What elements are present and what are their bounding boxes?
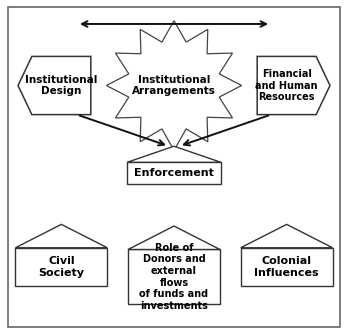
Polygon shape [15, 224, 107, 248]
Text: Institutional
Design: Institutional Design [25, 75, 97, 96]
Bar [15, 248, 107, 286]
Polygon shape [127, 146, 221, 162]
Text: Financial
and Human
Resources: Financial and Human Resources [255, 69, 318, 102]
Polygon shape [128, 226, 220, 249]
Text: Role of
Donors and
external
flows
of funds and
investments: Role of Donors and external flows of fun… [140, 243, 208, 311]
Text: Enforcement: Enforcement [134, 168, 214, 178]
Text: Civil
Society: Civil Society [38, 256, 84, 278]
Text: Colonial
Influences: Colonial Influences [254, 256, 319, 278]
Polygon shape [18, 56, 91, 115]
Bar [128, 249, 220, 304]
Text: Institutional
Arrangements: Institutional Arrangements [132, 75, 216, 96]
Polygon shape [241, 224, 333, 248]
Polygon shape [106, 21, 242, 150]
Polygon shape [257, 56, 330, 115]
Bar [127, 162, 221, 184]
Bar [241, 248, 333, 286]
